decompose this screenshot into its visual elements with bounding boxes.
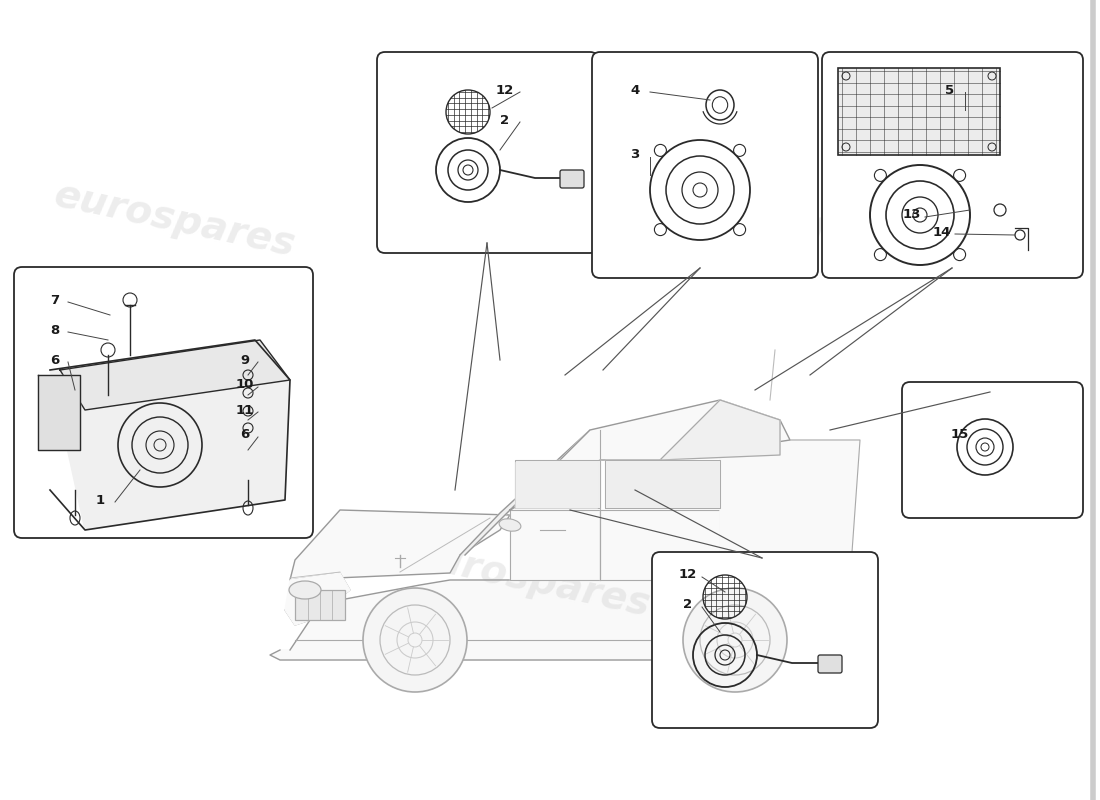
Text: 4: 4 [630, 83, 639, 97]
FancyBboxPatch shape [822, 52, 1084, 278]
FancyBboxPatch shape [818, 655, 842, 673]
Circle shape [683, 588, 786, 692]
Text: 15: 15 [950, 429, 969, 442]
Text: 9: 9 [241, 354, 250, 366]
FancyBboxPatch shape [592, 52, 818, 278]
FancyBboxPatch shape [652, 552, 878, 728]
Text: 11: 11 [235, 403, 254, 417]
Text: 2: 2 [500, 114, 509, 126]
Circle shape [363, 588, 468, 692]
Text: eurospares: eurospares [636, 171, 884, 259]
Polygon shape [600, 510, 720, 580]
Text: 8: 8 [51, 323, 59, 337]
Polygon shape [270, 580, 870, 665]
FancyBboxPatch shape [377, 52, 598, 253]
Text: 10: 10 [235, 378, 254, 391]
Text: 5: 5 [945, 83, 955, 97]
FancyBboxPatch shape [560, 170, 584, 188]
Polygon shape [660, 400, 780, 460]
Bar [838, 68, 1000, 155]
Polygon shape [39, 375, 80, 450]
Text: 14: 14 [933, 226, 952, 238]
Bar [295, 590, 345, 620]
Polygon shape [50, 340, 290, 530]
FancyBboxPatch shape [14, 267, 314, 538]
Text: 3: 3 [630, 149, 639, 162]
Text: 1: 1 [96, 494, 104, 506]
Polygon shape [515, 460, 600, 508]
Text: eurospares: eurospares [406, 536, 654, 624]
FancyBboxPatch shape [902, 382, 1084, 518]
Polygon shape [285, 573, 350, 625]
Text: 2: 2 [683, 598, 693, 611]
Polygon shape [460, 430, 650, 555]
Text: 6: 6 [51, 354, 59, 366]
Polygon shape [510, 510, 600, 580]
Text: 6: 6 [241, 429, 250, 442]
Ellipse shape [499, 518, 521, 531]
Polygon shape [720, 440, 860, 580]
Polygon shape [290, 510, 510, 580]
Polygon shape [605, 460, 720, 508]
Polygon shape [510, 400, 790, 510]
Polygon shape [60, 340, 290, 410]
Text: 12: 12 [496, 83, 514, 97]
Ellipse shape [289, 581, 321, 599]
Text: 13: 13 [903, 209, 921, 222]
Text: 7: 7 [51, 294, 59, 306]
Text: 12: 12 [679, 569, 697, 582]
Polygon shape [515, 462, 597, 508]
Text: eurospares: eurospares [51, 176, 299, 264]
